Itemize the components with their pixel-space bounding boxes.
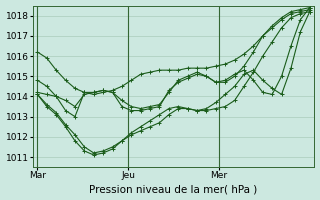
X-axis label: Pression niveau de la mer( hPa ): Pression niveau de la mer( hPa ): [90, 184, 258, 194]
